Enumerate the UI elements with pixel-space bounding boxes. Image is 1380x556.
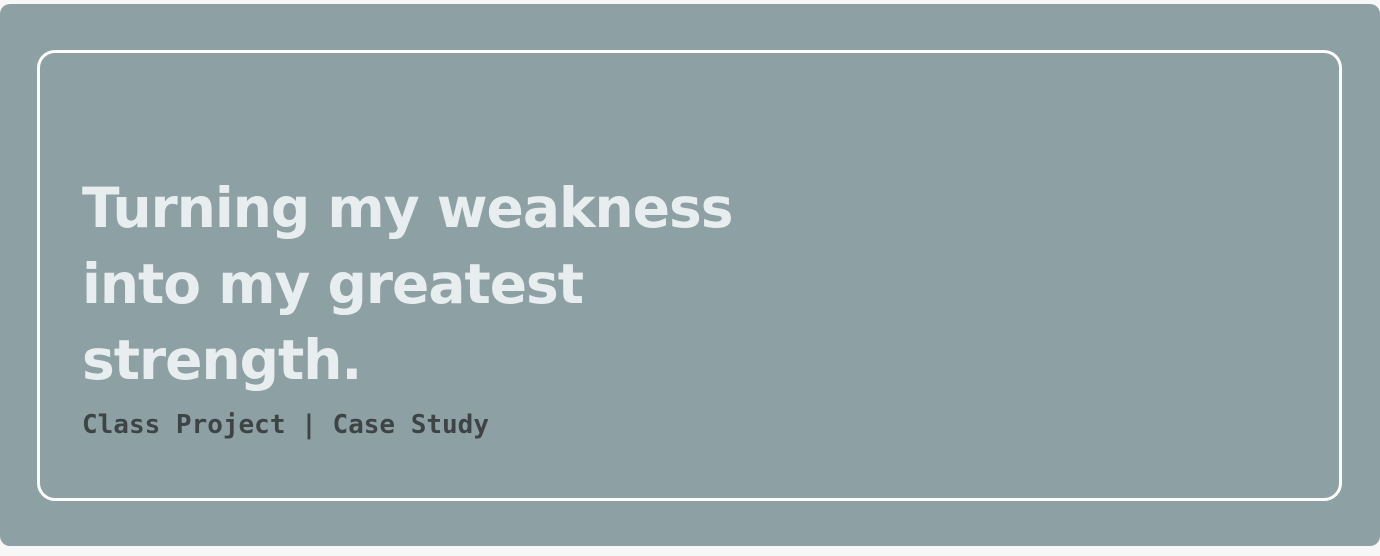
hero-subtitle: Class Project | Case Study xyxy=(82,410,489,440)
headline-line-1: Turning my weakness xyxy=(82,176,733,240)
hero-headline: Turning my weakness into my greatest str… xyxy=(82,170,733,398)
hero-card: Turning my weakness into my greatest str… xyxy=(0,4,1380,546)
headline-line-2: into my greatest xyxy=(82,252,584,316)
hero-frame-border xyxy=(37,50,1342,501)
headline-line-3: strength. xyxy=(82,328,362,392)
